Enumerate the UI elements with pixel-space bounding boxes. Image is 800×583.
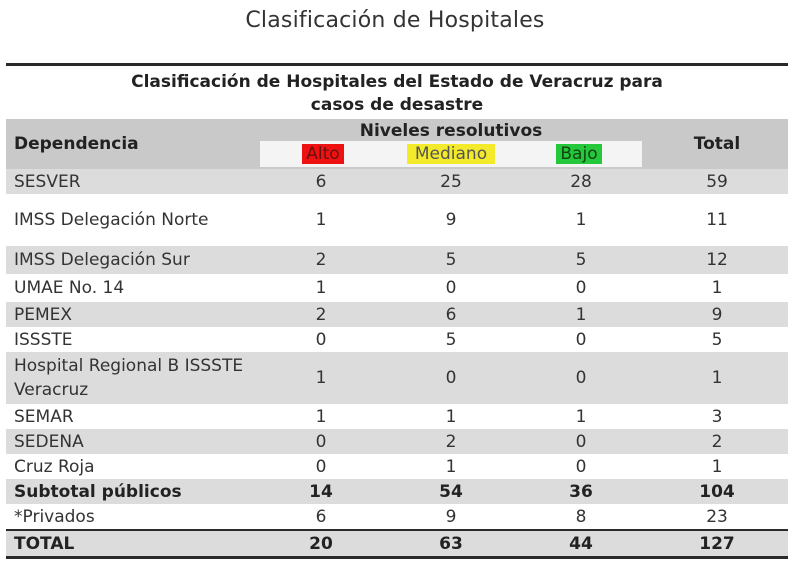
page-title: Clasificación de Hospitales [245,8,545,33]
table-row: SESVER 6 25 28 59 [6,169,789,194]
dependencia-cell: IMSS Delegación Norte [6,194,256,246]
alto-cell: 6 [256,169,386,194]
bajo-cell: 0 [516,429,647,454]
dependencia-cell: IMSS Delegación Sur [6,246,256,274]
mediano-cell: 9 [386,194,516,246]
dependencia-cell: ISSSTE [6,327,256,352]
mediano-cell: 6 [386,302,516,327]
total-cell: 1 [646,274,789,302]
mediano-cell: 1 [386,404,516,429]
bajo-cell: 0 [516,274,647,302]
bajo-cell: 44 [516,529,647,556]
alto-cell: 0 [256,454,386,479]
total-cell: 127 [646,529,789,556]
alto-cell: 2 [256,302,386,327]
mediano-cell: 2 [386,429,516,454]
total-cell: 1 [646,352,789,404]
total-cell: 23 [646,504,789,530]
table-row: IMSS Delegación Sur 2 5 5 12 [6,246,789,274]
total-cell: 1 [646,454,789,479]
header-bajo-cell: Bajo [516,141,647,169]
header-niveles-resolutivos: Niveles resolutivos [256,119,647,141]
level-mediano-label: Mediano [406,144,496,164]
total-cell: 11 [646,194,789,246]
dependencia-cell: PEMEX [6,302,256,327]
bajo-cell: 0 [516,454,647,479]
total-cell: 3 [646,404,789,429]
dependencia-cell: TOTAL [6,529,256,556]
alto-cell: 14 [256,479,386,504]
level-alto-label: Alto [302,144,344,164]
caption-line-2: casos de desastre [310,95,484,115]
mediano-cell: 63 [386,529,516,556]
table-row: Cruz Roja 0 1 0 1 [6,454,789,479]
mediano-cell: 0 [386,274,516,302]
total-cell: 9 [646,302,789,327]
mediano-cell: 54 [386,479,516,504]
header-alto-cell: Alto [256,141,386,169]
alto-cell: 2 [256,246,386,274]
bajo-cell: 0 [516,327,647,352]
table-row: *Privados 6 9 8 23 [6,504,789,530]
hospital-classification-table: Clasificación de Hospitales del Estado d… [6,63,789,559]
subtotal-row: Subtotal públicos 14 54 36 104 [6,479,789,504]
bajo-cell: 8 [516,504,647,530]
mediano-cell: 5 [386,327,516,352]
dependencia-cell: SEMAR [6,404,256,429]
table-row: UMAE No. 14 1 0 0 1 [6,274,789,302]
alto-cell: 1 [256,404,386,429]
mediano-cell: 1 [386,454,516,479]
dependencia-cell: Subtotal públicos [6,479,256,504]
level-bajo-label: Bajo [556,144,602,164]
alto-cell: 0 [256,429,386,454]
total-cell: 5 [646,327,789,352]
table-row: Hospital Regional B ISSSTE Veracruz 1 0 … [6,352,789,404]
dependencia-cell: Cruz Roja [6,454,256,479]
alto-cell: 1 [256,194,386,246]
dependencia-cell: SEDENA [6,429,256,454]
bajo-cell: 1 [516,404,647,429]
bajo-cell: 28 [516,169,647,194]
alto-cell: 1 [256,352,386,404]
bajo-cell: 1 [516,194,647,246]
dependencia-cell: SESVER [6,169,256,194]
dependencia-cell: UMAE No. 14 [6,274,256,302]
mediano-cell: 25 [386,169,516,194]
total-cell: 2 [646,429,789,454]
bajo-cell: 0 [516,352,647,404]
table-row: SEDENA 0 2 0 2 [6,429,789,454]
table-row: PEMEX 2 6 1 9 [6,302,789,327]
table-row: SEMAR 1 1 1 3 [6,404,789,429]
mediano-cell: 0 [386,352,516,404]
table-caption: Clasificación de Hospitales del Estado d… [6,66,788,119]
mediano-cell: 5 [386,246,516,274]
header-total: Total [646,119,789,169]
total-cell: 12 [646,246,789,274]
total-cell: 59 [646,169,789,194]
bajo-cell: 5 [516,246,647,274]
alto-cell: 1 [256,274,386,302]
total-cell: 104 [646,479,789,504]
mediano-cell: 9 [386,504,516,530]
table-row: ISSSTE 0 5 0 5 [6,327,789,352]
alto-cell: 0 [256,327,386,352]
dependencia-cell: *Privados [6,504,256,530]
alto-cell: 20 [256,529,386,556]
alto-cell: 6 [256,504,386,530]
header-dependencia: Dependencia [6,119,256,169]
bajo-cell: 36 [516,479,647,504]
table-row: IMSS Delegación Norte 1 9 1 11 [6,194,789,246]
bajo-cell: 1 [516,302,647,327]
total-row: TOTAL 20 63 44 127 [6,529,789,556]
caption-line-1: Clasificación de Hospitales del Estado d… [131,72,663,92]
dependencia-cell: Hospital Regional B ISSSTE Veracruz [6,352,256,404]
header-mediano-cell: Mediano [386,141,516,169]
